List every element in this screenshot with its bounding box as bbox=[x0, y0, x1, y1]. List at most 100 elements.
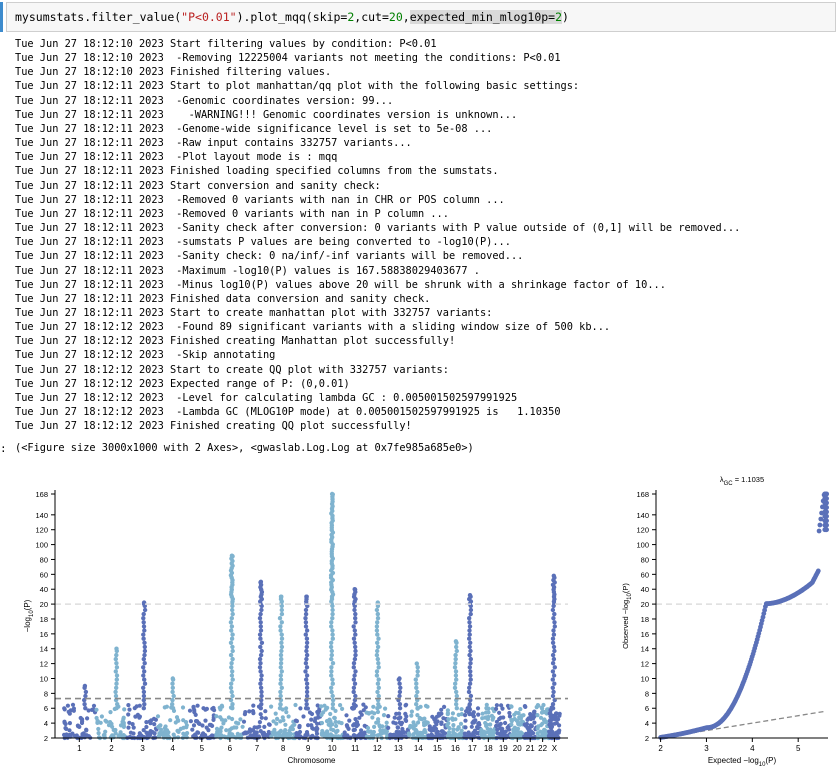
snp-point bbox=[220, 704, 225, 709]
snp-point bbox=[184, 731, 189, 737]
y-tick-label: 6 bbox=[44, 704, 48, 713]
y-tick-label: 40 bbox=[641, 585, 649, 594]
snp-point bbox=[152, 722, 157, 727]
snp-point bbox=[312, 719, 317, 724]
y-tick-label: 100 bbox=[35, 541, 48, 550]
snp-point bbox=[304, 652, 310, 658]
snp-point bbox=[484, 710, 489, 715]
snp-point bbox=[256, 735, 262, 740]
snp-point bbox=[304, 648, 309, 654]
snp-point bbox=[532, 720, 537, 725]
snp-point bbox=[141, 611, 146, 617]
snp-point bbox=[83, 689, 89, 695]
snp-point bbox=[456, 725, 461, 731]
snp-point bbox=[315, 703, 320, 708]
snp-point bbox=[352, 673, 357, 678]
snp-point bbox=[170, 681, 175, 686]
snp-point bbox=[379, 731, 384, 736]
text-part: Observed −log bbox=[621, 600, 630, 649]
snp-point bbox=[71, 706, 76, 711]
snp-point bbox=[414, 729, 419, 734]
snp-point bbox=[229, 636, 235, 641]
snp-point bbox=[467, 620, 472, 625]
chromosome-12-points bbox=[364, 600, 390, 741]
code-editor[interactable]: mysumstats.filter_value("P<0.01").plot_m… bbox=[6, 2, 836, 32]
snp-point bbox=[262, 724, 267, 729]
snp-point bbox=[238, 717, 243, 722]
snp-point bbox=[370, 732, 375, 737]
snp-point bbox=[423, 703, 429, 708]
snp-point bbox=[374, 607, 380, 613]
snp-point bbox=[496, 723, 502, 728]
snp-point bbox=[128, 730, 133, 735]
snp-point bbox=[188, 719, 193, 724]
snp-point bbox=[352, 656, 358, 662]
qq-point bbox=[824, 496, 829, 501]
code-token: expected_min_mlog10p= bbox=[409, 10, 556, 24]
snp-point bbox=[173, 720, 178, 725]
snp-point bbox=[228, 640, 234, 645]
snp-point bbox=[484, 706, 489, 711]
snp-point bbox=[193, 712, 198, 717]
snp-point bbox=[122, 707, 127, 712]
snp-point bbox=[447, 726, 452, 731]
x-tick-label: 7 bbox=[255, 744, 260, 753]
qq-point bbox=[824, 527, 829, 533]
x-tick-label: 10 bbox=[328, 744, 337, 753]
chromosome-17-points bbox=[462, 593, 483, 741]
snp-point bbox=[279, 620, 284, 625]
snp-point bbox=[417, 715, 422, 721]
log-line: Tue Jun 27 18:12:12 2023 Finished creati… bbox=[15, 420, 412, 433]
snp-point bbox=[228, 620, 234, 625]
snp-point bbox=[463, 713, 468, 718]
snp-point bbox=[141, 620, 146, 625]
snp-point bbox=[322, 703, 327, 708]
snp-point bbox=[75, 723, 80, 728]
snp-point bbox=[467, 636, 472, 641]
snp-point bbox=[375, 644, 381, 650]
snp-point bbox=[195, 703, 200, 708]
snp-point bbox=[453, 732, 458, 737]
snp-point bbox=[257, 656, 263, 662]
y-tick-label: 40 bbox=[40, 585, 48, 594]
snp-point bbox=[353, 620, 358, 625]
snp-point bbox=[415, 665, 420, 670]
snp-point bbox=[118, 730, 123, 735]
snp-point bbox=[230, 648, 235, 654]
snp-point bbox=[303, 669, 308, 674]
snp-point bbox=[328, 732, 333, 737]
y-tick-label: 80 bbox=[641, 555, 649, 564]
snp-point bbox=[329, 665, 334, 670]
snp-point bbox=[309, 711, 315, 717]
snp-point bbox=[141, 665, 146, 670]
snp-point bbox=[230, 644, 235, 650]
snp-point bbox=[476, 721, 481, 726]
input-cell[interactable]: mysumstats.filter_value("P<0.01").plot_m… bbox=[0, 2, 838, 32]
snp-point bbox=[257, 720, 262, 725]
text-part: (P) bbox=[23, 599, 32, 610]
snp-point bbox=[494, 703, 499, 708]
code-line[interactable]: mysumstats.filter_value("P<0.01").plot_m… bbox=[15, 10, 569, 24]
snp-point bbox=[227, 733, 232, 738]
snp-point bbox=[332, 715, 337, 721]
y-tick-label: 18 bbox=[641, 615, 649, 624]
snp-point bbox=[170, 702, 175, 707]
output-prompt: : bbox=[0, 442, 7, 455]
snp-point bbox=[273, 711, 278, 716]
snp-point bbox=[450, 716, 455, 721]
snp-point bbox=[324, 719, 330, 724]
snp-point bbox=[463, 718, 468, 723]
log-line: Tue Jun 27 18:12:11 2023 -Removed 0 vari… bbox=[15, 207, 449, 220]
qq-point bbox=[824, 518, 829, 524]
snp-point bbox=[370, 715, 375, 720]
snp-point bbox=[467, 624, 473, 629]
log-line: Tue Jun 27 18:12:11 2023 -Raw input cont… bbox=[15, 137, 412, 150]
snp-point bbox=[304, 685, 310, 690]
x-tick-label: 3 bbox=[140, 744, 145, 753]
snp-point bbox=[236, 733, 241, 738]
snp-point bbox=[258, 661, 263, 666]
snp-point bbox=[466, 733, 471, 738]
x-tick-label: 13 bbox=[394, 744, 403, 753]
snp-point bbox=[419, 733, 424, 738]
log-line: Tue Jun 27 18:12:12 2023 -Lambda GC (MLO… bbox=[15, 406, 561, 419]
